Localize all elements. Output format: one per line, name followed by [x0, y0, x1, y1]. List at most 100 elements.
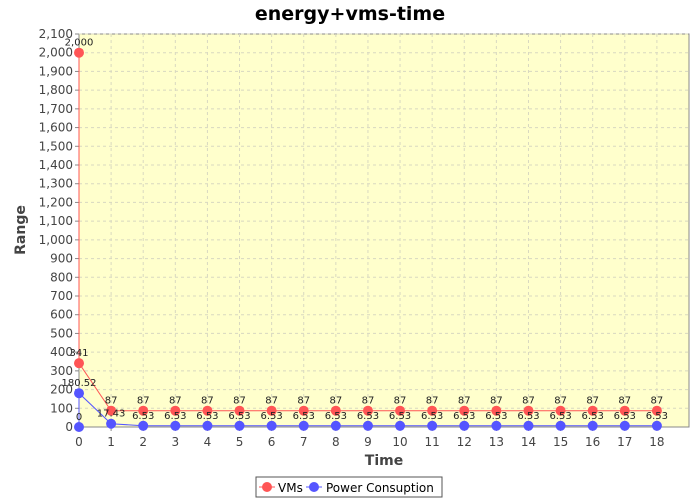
- data-label: 87: [522, 396, 535, 407]
- x-tick-label: 9: [364, 435, 372, 449]
- data-label: 6.53: [582, 411, 604, 422]
- y-tick-label: 100: [50, 401, 73, 415]
- y-tick-label: 1,300: [39, 177, 73, 191]
- y-tick-label: 800: [50, 270, 73, 284]
- data-label: 6.53: [293, 411, 315, 422]
- data-label: 87: [233, 396, 246, 407]
- data-point: [74, 358, 84, 369]
- data-label: 2,000: [65, 38, 94, 49]
- y-tick-label: 500: [50, 326, 73, 340]
- data-point: [202, 420, 213, 431]
- data-label: 6.53: [453, 411, 475, 422]
- x-tick-label: 12: [457, 435, 472, 449]
- legend-power-label: Power Consuption: [326, 481, 434, 495]
- plot-area: [78, 33, 690, 428]
- data-point: [587, 420, 598, 431]
- data-point: [106, 418, 117, 429]
- y-tick-label: 300: [50, 364, 73, 378]
- x-tick-label: 1: [107, 435, 115, 449]
- data-point: [459, 405, 470, 416]
- data-label: 87: [137, 396, 150, 407]
- data-label: 6.53: [196, 411, 218, 422]
- chart-title: energy+vms-time: [255, 3, 445, 25]
- y-tick-label: 2,100: [39, 27, 73, 41]
- x-tick-label: 5: [236, 435, 244, 449]
- data-label: 87: [426, 396, 439, 407]
- data-point: [555, 420, 566, 431]
- data-point: [362, 405, 373, 416]
- y-tick-label: 0: [65, 420, 73, 434]
- data-point: [170, 405, 181, 416]
- data-point: [330, 420, 341, 431]
- data-point: [234, 405, 245, 416]
- data-point: [587, 405, 598, 416]
- x-tick-label: 6: [268, 435, 276, 449]
- data-label: 87: [394, 396, 407, 407]
- data-label: 6.53: [549, 411, 571, 422]
- x-tick-label: 15: [553, 435, 568, 449]
- data-label: 87: [618, 396, 631, 407]
- data-point: [555, 405, 566, 416]
- data-point: [491, 405, 502, 416]
- legend-power-marker: [309, 482, 319, 492]
- data-label: 87: [297, 396, 310, 407]
- y-tick-label: 1,900: [39, 64, 73, 78]
- data-point: [427, 405, 438, 416]
- data-point: [266, 420, 277, 431]
- x-tick-label: 14: [521, 435, 536, 449]
- data-point: [427, 420, 438, 431]
- data-label: 87: [362, 396, 375, 407]
- y-tick-label: 700: [50, 289, 73, 303]
- data-point: [395, 420, 406, 431]
- data-point: [202, 405, 213, 416]
- data-point: [266, 405, 277, 416]
- series-line-1: [78, 392, 657, 427]
- data-label: 87: [265, 396, 278, 407]
- data-point: [298, 420, 309, 431]
- data-label: 6.53: [325, 411, 347, 422]
- y-tick-label: 1,400: [39, 158, 73, 172]
- data-label: 87: [458, 396, 471, 407]
- data-point: [330, 405, 341, 416]
- data-label: 6.53: [614, 411, 636, 422]
- series-layer: [74, 47, 662, 432]
- x-tick-label: 13: [489, 435, 504, 449]
- x-tick-label: 3: [171, 435, 179, 449]
- series-line-0: [78, 52, 657, 412]
- data-point: [106, 405, 117, 416]
- y-tick-label: 1,600: [39, 121, 73, 135]
- data-point: [74, 388, 84, 399]
- data-label: 87: [105, 396, 118, 407]
- x-tick-label: 18: [649, 435, 664, 449]
- data-point: [651, 420, 662, 431]
- data-point: [619, 405, 630, 416]
- data-label: 6.53: [421, 411, 443, 422]
- data-label: 0: [76, 412, 82, 423]
- axes: 01002003004005006007008009001,0001,1001,…: [39, 27, 665, 449]
- y-tick-label: 900: [50, 252, 73, 266]
- data-label: 6.53: [389, 411, 411, 422]
- data-point: [170, 420, 181, 431]
- data-point: [138, 420, 149, 431]
- x-tick-label: 8: [332, 435, 340, 449]
- x-tick-label: 0: [75, 435, 83, 449]
- data-point: [619, 420, 630, 431]
- y-tick-label: 200: [50, 383, 73, 397]
- data-label: 180.52: [62, 378, 97, 389]
- data-point: [234, 420, 245, 431]
- y-tick-label: 1,100: [39, 214, 73, 228]
- y-tick-label: 1,800: [39, 83, 73, 97]
- data-label: 87: [490, 396, 503, 407]
- y-axis-label: Range: [13, 205, 29, 255]
- x-tick-label: 4: [204, 435, 212, 449]
- data-label: 87: [651, 396, 664, 407]
- x-tick-label: 16: [585, 435, 600, 449]
- data-label: 6.53: [164, 411, 186, 422]
- x-tick-label: 2: [139, 435, 147, 449]
- data-point: [395, 405, 406, 416]
- data-label: 87: [554, 396, 567, 407]
- data-labels: 2,000 341 87 87 87 87 87 87 87 87 87 87 87 87 87 87 87 87…: [62, 38, 669, 423]
- data-label: 87: [169, 396, 182, 407]
- y-tick-label: 600: [50, 308, 73, 322]
